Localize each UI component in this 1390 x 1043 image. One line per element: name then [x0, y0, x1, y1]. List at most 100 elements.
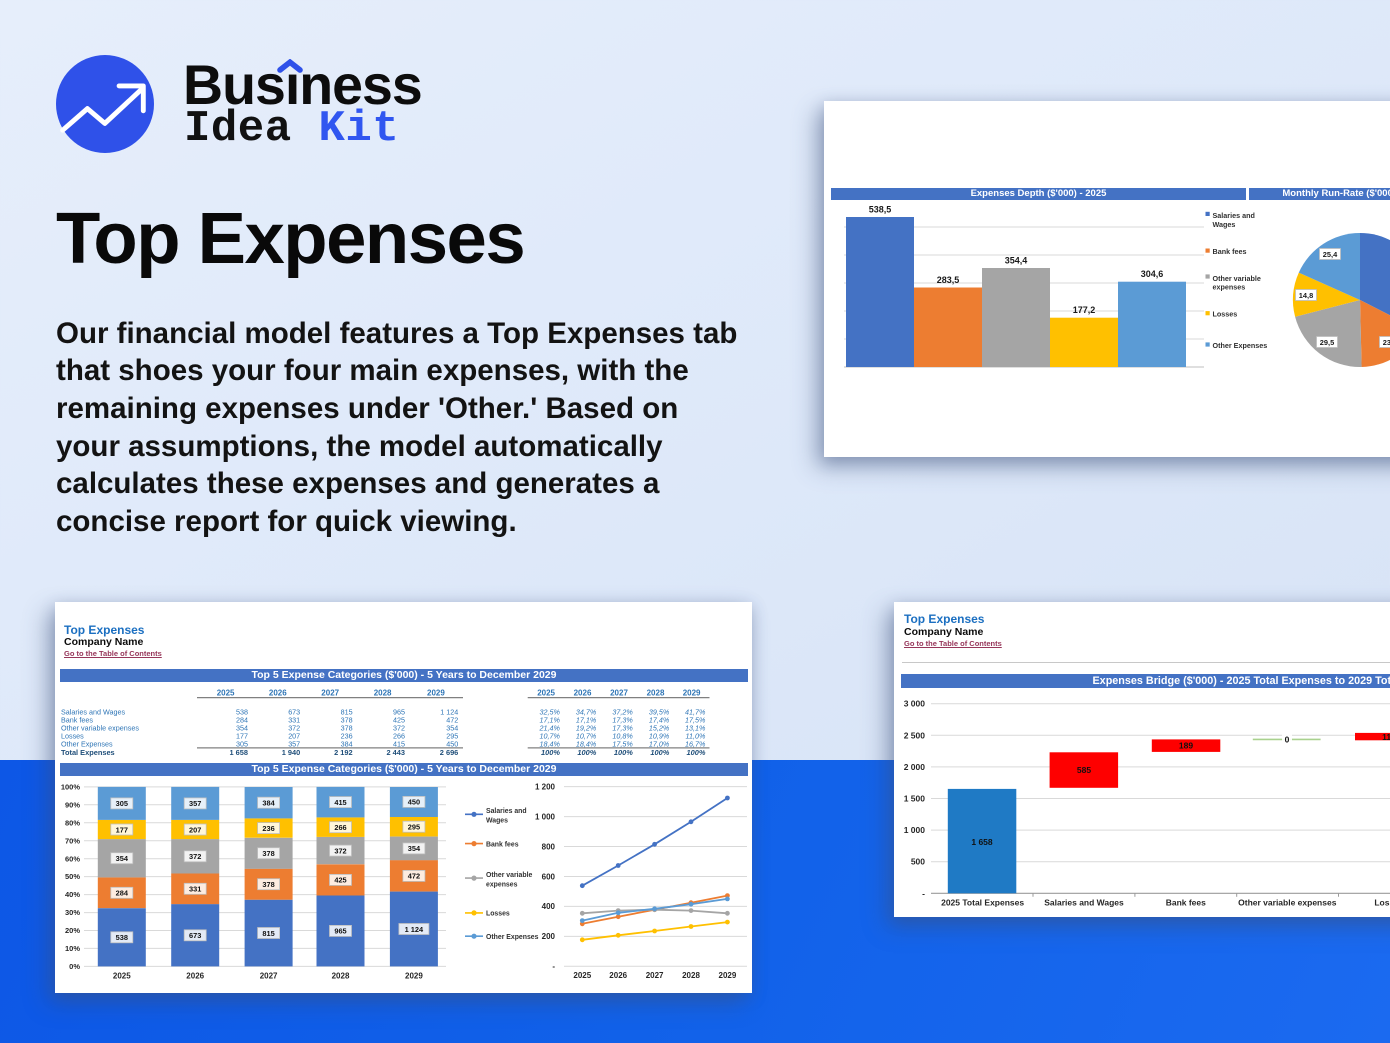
svg-text:305: 305 — [116, 799, 128, 808]
svg-text:2025: 2025 — [217, 688, 235, 697]
svg-text:331: 331 — [189, 885, 201, 894]
svg-text:70%: 70% — [65, 836, 80, 845]
svg-text:2028: 2028 — [682, 971, 700, 980]
svg-text:189: 189 — [1179, 741, 1193, 751]
svg-text:100%: 100% — [614, 748, 633, 757]
svg-text:100%: 100% — [650, 748, 669, 757]
svg-text:Other variable: Other variable — [486, 872, 533, 879]
svg-text:372: 372 — [393, 723, 405, 732]
svg-text:Salaries and Wages: Salaries and Wages — [1044, 898, 1124, 908]
svg-text:Losses: Losses — [1213, 310, 1238, 319]
svg-text:32,5%: 32,5% — [540, 707, 561, 716]
svg-text:400: 400 — [542, 902, 556, 911]
svg-text:2028: 2028 — [647, 688, 665, 697]
svg-text:Total Expenses: Total Expenses — [61, 748, 115, 757]
svg-text:17,3%: 17,3% — [612, 723, 633, 732]
svg-text:13,1%: 13,1% — [685, 723, 706, 732]
svg-text:2025: 2025 — [113, 971, 131, 980]
svg-text:207: 207 — [288, 731, 300, 740]
svg-text:538,5: 538,5 — [869, 205, 892, 215]
svg-text:39,5%: 39,5% — [649, 707, 670, 716]
svg-text:60%: 60% — [65, 854, 80, 863]
svg-text:2029: 2029 — [719, 971, 737, 980]
svg-text:14,8: 14,8 — [1299, 291, 1313, 300]
svg-text:284: 284 — [116, 889, 129, 898]
svg-text:Losses: Losses — [1374, 898, 1390, 908]
svg-text:29,5: 29,5 — [1320, 338, 1334, 347]
svg-text:Salaries and: Salaries and — [486, 808, 527, 815]
svg-text:295: 295 — [446, 731, 458, 740]
svg-text:19,2%: 19,2% — [576, 723, 597, 732]
svg-text:266: 266 — [334, 823, 346, 832]
svg-text:2 192: 2 192 — [334, 748, 353, 757]
svg-text:2 500: 2 500 — [904, 730, 926, 740]
svg-text:10,9%: 10,9% — [649, 731, 670, 740]
svg-text:40%: 40% — [65, 890, 80, 899]
svg-text:2026: 2026 — [269, 688, 287, 697]
svg-text:10,7%: 10,7% — [540, 731, 561, 740]
svg-text:Bank fees: Bank fees — [486, 841, 519, 848]
svg-text:10,8%: 10,8% — [612, 731, 633, 740]
svg-text:378: 378 — [341, 715, 353, 724]
svg-text:500: 500 — [911, 857, 925, 867]
svg-text:673: 673 — [288, 707, 300, 716]
svg-text:1 658: 1 658 — [971, 837, 993, 847]
svg-text:236: 236 — [341, 731, 353, 740]
svg-text:378: 378 — [262, 880, 274, 889]
svg-text:538: 538 — [236, 707, 248, 716]
svg-text:Bank fees: Bank fees — [61, 715, 93, 724]
svg-text:965: 965 — [334, 927, 346, 936]
svg-text:384: 384 — [262, 799, 275, 808]
svg-text:472: 472 — [446, 715, 458, 724]
svg-text:372: 372 — [288, 723, 300, 732]
svg-text:10%: 10% — [65, 944, 80, 953]
svg-text:378: 378 — [262, 849, 274, 858]
svg-text:Wages: Wages — [1213, 220, 1236, 229]
svg-text:100%: 100% — [686, 748, 705, 757]
svg-text:10,7%: 10,7% — [576, 731, 597, 740]
svg-text:Bank fees: Bank fees — [1166, 898, 1206, 908]
svg-text:378: 378 — [341, 723, 353, 732]
svg-text:17,1%: 17,1% — [576, 715, 597, 724]
svg-text:815: 815 — [262, 929, 274, 938]
svg-text:177: 177 — [116, 825, 128, 834]
svg-text:Wages: Wages — [486, 818, 508, 825]
svg-text:17,3%: 17,3% — [612, 715, 633, 724]
svg-text:2025: 2025 — [537, 688, 555, 697]
svg-text:17,1%: 17,1% — [540, 715, 561, 724]
svg-text:357: 357 — [189, 799, 201, 808]
svg-text:283,5: 283,5 — [937, 275, 960, 285]
svg-text:1 658: 1 658 — [230, 748, 249, 757]
svg-text:354: 354 — [408, 844, 421, 853]
svg-text:372: 372 — [334, 846, 346, 855]
svg-text:Other Expenses: Other Expenses — [1213, 341, 1268, 350]
svg-text:90%: 90% — [65, 800, 80, 809]
svg-text:11,0%: 11,0% — [686, 731, 706, 740]
svg-text:450: 450 — [446, 739, 458, 748]
svg-text:415: 415 — [334, 798, 346, 807]
svg-text:354: 354 — [446, 723, 458, 732]
svg-text:1 000: 1 000 — [535, 812, 556, 821]
svg-text:800: 800 — [542, 842, 556, 851]
svg-text:expenses: expenses — [1213, 282, 1246, 291]
svg-text:236: 236 — [262, 824, 274, 833]
svg-text:354: 354 — [236, 723, 248, 732]
svg-text:23,6: 23,6 — [1383, 338, 1390, 347]
svg-text:2026: 2026 — [186, 971, 204, 980]
svg-text:Other variable: Other variable — [1213, 274, 1261, 283]
svg-text:Bank fees: Bank fees — [1213, 247, 1247, 256]
svg-text:384: 384 — [341, 739, 353, 748]
svg-text:-: - — [922, 888, 925, 898]
svg-text:200: 200 — [542, 932, 556, 941]
svg-text:16,7%: 16,7% — [685, 739, 706, 748]
svg-text:2028: 2028 — [332, 971, 350, 980]
svg-text:305: 305 — [236, 739, 248, 748]
svg-text:2026: 2026 — [574, 688, 592, 697]
svg-text:2029: 2029 — [683, 688, 701, 697]
svg-text:2027: 2027 — [610, 688, 628, 697]
svg-text:207: 207 — [189, 825, 201, 834]
svg-text:372: 372 — [189, 852, 201, 861]
svg-text:538: 538 — [116, 933, 128, 942]
svg-text:295: 295 — [408, 823, 420, 832]
svg-text:177,2: 177,2 — [1073, 305, 1096, 315]
